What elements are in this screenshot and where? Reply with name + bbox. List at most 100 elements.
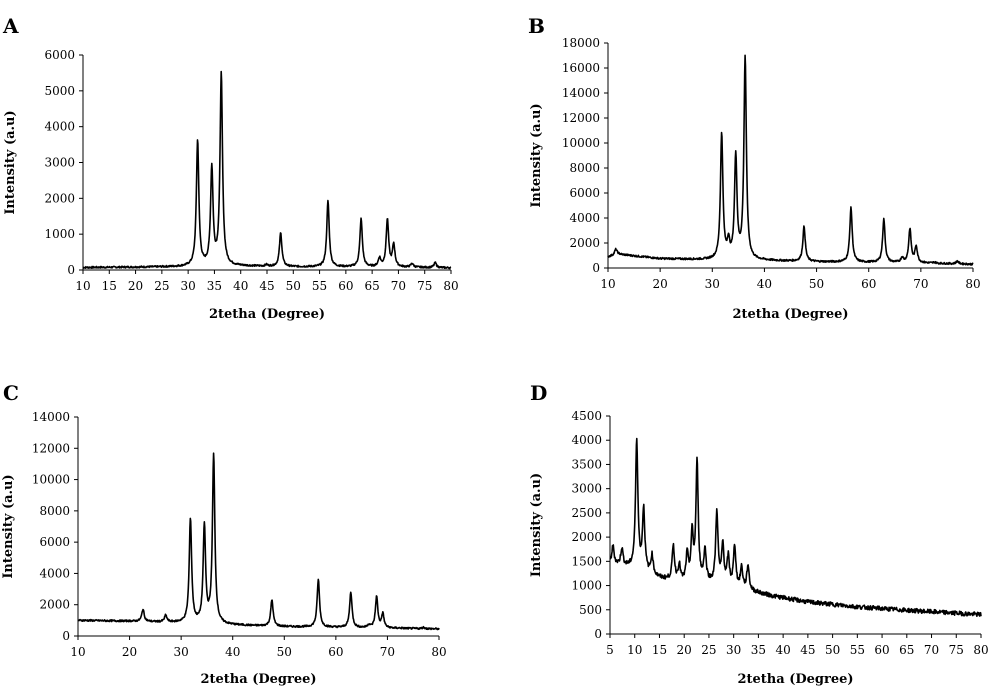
panel-b: B 0 2000 4000 6000 8000 10000 12000 14000 16000 18… (528, 14, 981, 322)
panel-c-x-tick-label: 10 (70, 645, 85, 659)
panel-c-y-tick-label: 4000 (39, 566, 70, 580)
panel-d-x-tick-label: 55 (850, 643, 865, 657)
panel-d: D 0 500 1000 1500 2000 2500 3000 3500 4000 4500 5 10… (529, 381, 989, 687)
panel-d-x-tick-label: 5 (606, 643, 614, 657)
panel-d-y-tick-label: 2500 (571, 506, 602, 520)
panel-d-x-tick-label: 75 (949, 643, 964, 657)
panel-c-xrd-curve (77, 452, 440, 631)
panel-d-y-tick-label: 4000 (571, 433, 602, 447)
panel-a-y-tick-label: 2000 (44, 191, 75, 205)
panel-d-x-axis-title: 2tetha (Degree) (737, 672, 853, 687)
panel-b-x-tick-label: 40 (757, 277, 772, 291)
panel-d-x-tick-label: 60 (874, 643, 889, 657)
panel-c-y-tick-label: 12000 (32, 441, 70, 455)
panel-c-x-tick-label: 40 (225, 645, 240, 659)
panel-d-x-tick-label: 25 (701, 643, 716, 657)
panel-a-x-tick-label: 50 (286, 279, 301, 293)
panel-b-x-tick-label: 20 (653, 277, 668, 291)
panel-d-x-tick-label: 35 (751, 643, 766, 657)
panel-a-y-tick-label: 3000 (44, 156, 75, 170)
panel-c-y-tick-label: 14000 (32, 410, 70, 424)
panel-d-x-tick-label: 50 (825, 643, 840, 657)
panel-a-x-tick-label: 15 (102, 279, 117, 293)
panel-a-x-tick-label: 75 (417, 279, 432, 293)
panel-b-y-tick-label: 16000 (562, 61, 600, 75)
panel-b-x-tick-label: 70 (913, 277, 928, 291)
panel-b-y-tick-label: 14000 (562, 86, 600, 100)
panel-b-letter: B (528, 14, 545, 38)
panel-b-xrd-curve (607, 54, 974, 266)
panel-c-x-tick-label: 70 (380, 645, 395, 659)
panel-a-x-tick-label: 10 (75, 279, 90, 293)
panel-d-x-tick-label: 70 (924, 643, 939, 657)
panel-a-x-tick-label: 60 (338, 279, 353, 293)
panel-b-y-tick-label: 2000 (569, 236, 600, 250)
panel-b-y-tick-label: 0 (592, 261, 600, 275)
panel-d-xrd-curve (609, 437, 982, 618)
panel-b-x-tick-label: 30 (705, 277, 720, 291)
panel-a-y-tick-label: 1000 (44, 227, 75, 241)
panel-d-x-tick-label: 10 (627, 643, 642, 657)
panel-b-y-axis-title: Intensity (a.u) (529, 103, 544, 207)
panel-c-y-tick-label: 10000 (32, 473, 70, 487)
panel-b-x-tick-label: 10 (600, 277, 615, 291)
panel-d-x-tick-label: 20 (677, 643, 692, 657)
panel-d-x-tick-label: 40 (775, 643, 790, 657)
panel-a-x-tick-label: 20 (128, 279, 143, 293)
panel-d-y-tick-label: 4500 (571, 409, 602, 423)
panel-c: C 0 2000 4000 6000 8000 10000 12000 14000 10 20 30 4… (1, 381, 447, 687)
panel-a-x-tick-label: 25 (154, 279, 169, 293)
panel-b-y-tick-label: 4000 (569, 211, 600, 225)
panel-c-y-tick-label: 2000 (39, 598, 70, 612)
panel-a: A 0 1000 2000 3000 4000 5000 6000 10 15 20 25 30 35 40… (2, 14, 459, 322)
panel-d-y-tick-label: 3500 (571, 457, 602, 471)
panel-c-x-tick-label: 80 (431, 645, 446, 659)
panel-a-x-tick-label: 40 (233, 279, 248, 293)
panel-c-letter: C (3, 381, 19, 405)
panel-b-y-tick-label: 12000 (562, 111, 600, 125)
panel-c-y-tick-label: 8000 (39, 504, 70, 518)
panel-d-y-tick-label: 1500 (571, 554, 602, 568)
panel-b-x-axis-title: 2tetha (Degree) (732, 307, 848, 322)
panel-a-x-tick-label: 35 (207, 279, 222, 293)
panel-a-y-tick-label: 6000 (44, 48, 75, 62)
panel-d-y-tick-label: 3000 (571, 482, 602, 496)
panel-d-y-tick-label: 2000 (571, 530, 602, 544)
panel-b-y-tick-label: 6000 (569, 186, 600, 200)
panel-c-x-tick-label: 30 (174, 645, 189, 659)
panel-c-x-axis-title: 2tetha (Degree) (200, 672, 316, 687)
panel-a-x-tick-label: 45 (259, 279, 274, 293)
panel-a-x-tick-label: 65 (365, 279, 380, 293)
panel-a-y-tick-label: 4000 (44, 120, 75, 134)
panel-b-x-tick-label: 80 (965, 277, 980, 291)
panel-a-xrd-curve (82, 70, 452, 270)
panel-b-x-tick-label: 60 (861, 277, 876, 291)
panel-d-y-tick-label: 500 (579, 603, 602, 617)
panel-a-y-axis-title: Intensity (a.u) (3, 110, 18, 214)
panel-a-y-tick-label: 0 (67, 263, 75, 277)
panel-d-y-axis-title: Intensity (a.u) (529, 473, 544, 577)
panel-d-x-tick-label: 30 (726, 643, 741, 657)
panel-c-y-tick-label: 0 (62, 629, 70, 643)
panel-b-x-tick-label: 50 (809, 277, 824, 291)
panel-c-y-tick-label: 6000 (39, 535, 70, 549)
panel-b-y-tick-label: 8000 (569, 161, 600, 175)
panel-b-y-tick-label: 10000 (562, 136, 600, 150)
panel-a-x-tick-label: 80 (443, 279, 458, 293)
panel-c-x-tick-label: 20 (122, 645, 137, 659)
panel-d-y-tick-label: 1000 (571, 579, 602, 593)
panel-d-x-tick-label: 65 (899, 643, 914, 657)
panel-a-letter: A (2, 14, 19, 38)
panel-d-x-tick-label: 80 (973, 643, 988, 657)
panel-d-y-tick-label: 0 (594, 627, 602, 641)
panel-a-x-tick-label: 70 (391, 279, 406, 293)
panel-a-x-tick-label: 30 (181, 279, 196, 293)
panel-a-x-tick-label: 55 (312, 279, 327, 293)
panel-a-y-tick-label: 5000 (44, 84, 75, 98)
panel-d-x-tick-label: 15 (652, 643, 667, 657)
panel-b-y-tick-label: 18000 (562, 36, 600, 50)
panel-d-x-tick-label: 45 (800, 643, 815, 657)
panel-c-x-tick-label: 60 (328, 645, 343, 659)
panel-c-y-axis-title: Intensity (a.u) (1, 474, 16, 578)
